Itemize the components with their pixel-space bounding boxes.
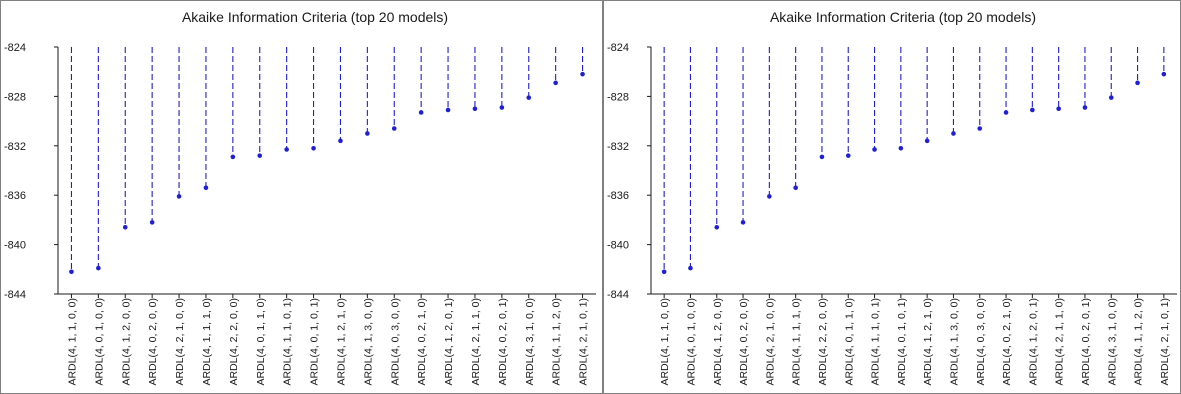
data-point xyxy=(445,107,451,113)
y-tick-label: -836 xyxy=(607,190,629,202)
x-tick-label: ARDL(4, 0, 3, 0, 0) xyxy=(975,298,987,386)
x-tick-label: ARDL(4, 3, 1, 0, 0) xyxy=(524,298,536,386)
x-tick-label: ARDL(4, 0, 2, 0, 0) xyxy=(738,298,750,386)
data-point xyxy=(499,105,505,110)
data-point xyxy=(122,225,128,230)
data-point xyxy=(284,147,289,152)
y-tick-label: -836 xyxy=(4,190,26,202)
data-point xyxy=(472,106,478,112)
y-tick-label: -824 xyxy=(4,42,26,54)
x-tick-label: ARDL(4, 2, 2, 0, 0) xyxy=(817,298,829,386)
x-tick-label: ARDL(4, 3, 1, 0, 0) xyxy=(1106,298,1118,386)
x-tick-label: ARDL(4, 1, 1, 0, 0) xyxy=(66,298,78,386)
x-tick-label: ARDL(4, 1, 1, 0, 1) xyxy=(870,298,882,386)
data-point xyxy=(1161,71,1167,77)
data-point xyxy=(1108,95,1114,100)
x-tick-label: ARDL(4, 2, 1, 0, 0) xyxy=(174,298,186,386)
data-point xyxy=(257,153,263,158)
data-point xyxy=(688,265,693,271)
y-tick-label: -844 xyxy=(607,289,629,301)
x-tick-label: ARDL(4, 2, 2, 0, 0) xyxy=(228,298,240,386)
data-point xyxy=(96,265,101,271)
x-tick-label: ARDL(4, 1, 2, 0, 0) xyxy=(120,298,132,386)
data-point xyxy=(365,131,370,136)
x-tick-label: ARDL(4, 2, 1, 1, 0) xyxy=(1054,298,1066,386)
data-point xyxy=(553,80,558,86)
y-tick-label: -840 xyxy=(607,240,629,252)
chart-panel-left: Akaike Information Criteria (top 20 mode… xyxy=(0,0,603,394)
data-point xyxy=(1135,80,1140,86)
x-tick-label: ARDL(4, 1, 3, 0, 0) xyxy=(948,298,960,386)
data-point xyxy=(1030,107,1035,113)
panel-frame xyxy=(0,0,603,394)
y-tick-label: -840 xyxy=(4,240,26,252)
x-tick-label: ARDL(4, 2, 1, 1, 0) xyxy=(470,298,482,386)
x-tick-label: ARDL(4, 0, 1, 0, 1) xyxy=(896,298,908,386)
data-point xyxy=(793,185,798,191)
data-point xyxy=(203,185,209,191)
data-point xyxy=(898,145,904,151)
data-point xyxy=(872,147,877,152)
x-tick-label: ARDL(4, 0, 2, 0, 0) xyxy=(147,298,159,386)
x-tick-label: ARDL(4, 1, 1, 1, 0) xyxy=(791,298,803,386)
x-tick-label: ARDL(4, 0, 1, 0, 1) xyxy=(309,298,321,386)
data-point xyxy=(1003,110,1009,115)
data-point xyxy=(230,154,236,160)
x-tick-label: ARDL(4, 1, 2, 1, 0) xyxy=(922,298,934,386)
data-point xyxy=(418,110,424,115)
x-tick-label: ARDL(4, 1, 2, 0, 0) xyxy=(712,298,724,386)
x-tick-label: ARDL(4, 2, 1, 0, 1) xyxy=(578,298,590,386)
x-tick-label: ARDL(4, 1, 2, 0, 1) xyxy=(443,298,455,386)
x-tick-label: ARDL(4, 1, 1, 2, 0) xyxy=(1133,298,1145,386)
y-tick-label: -824 xyxy=(607,42,629,54)
data-point xyxy=(845,153,851,158)
x-tick-label: ARDL(4, 0, 1, 1, 0) xyxy=(843,298,855,386)
y-tick-label: -832 xyxy=(4,141,26,153)
panel-frame xyxy=(603,0,1181,394)
data-point xyxy=(740,220,746,225)
x-tick-label: ARDL(4, 0, 1, 0, 0) xyxy=(685,298,697,386)
chart-panel-right: Akaike Information Criteria (top 20 mode… xyxy=(603,0,1181,394)
data-point xyxy=(767,194,772,199)
data-point xyxy=(819,154,825,160)
x-tick-label: ARDL(4, 1, 1, 0, 0) xyxy=(659,298,671,386)
y-tick-label: -832 xyxy=(607,141,629,153)
data-point xyxy=(580,71,585,77)
data-point xyxy=(526,95,532,100)
data-point xyxy=(714,225,720,230)
data-point xyxy=(176,194,182,199)
x-tick-label: ARDL(4, 0, 3, 0, 0) xyxy=(389,298,401,386)
y-tick-label: -844 xyxy=(4,289,26,301)
data-point xyxy=(1082,105,1088,110)
data-point xyxy=(338,138,343,144)
x-tick-label: ARDL(4, 1, 1, 2, 0) xyxy=(551,298,563,386)
x-tick-label: ARDL(4, 0, 2, 0, 1) xyxy=(1080,298,1092,386)
data-point xyxy=(661,269,667,275)
x-tick-label: ARDL(4, 2, 1, 0, 1) xyxy=(1159,298,1171,386)
x-tick-label: ARDL(4, 1, 2, 0, 1) xyxy=(1027,298,1039,386)
y-tick-label: -828 xyxy=(607,91,629,103)
x-tick-label: ARDL(4, 0, 2, 1, 0) xyxy=(1001,298,1013,386)
chart-title: Akaike Information Criteria (top 20 mode… xyxy=(770,9,1036,25)
data-point xyxy=(69,269,74,275)
data-point xyxy=(311,145,316,151)
data-point xyxy=(149,220,155,225)
x-tick-label: ARDL(4, 1, 1, 0, 1) xyxy=(282,298,294,386)
x-tick-label: ARDL(4, 0, 1, 1, 0) xyxy=(255,298,267,386)
data-point xyxy=(1056,106,1061,112)
chart-title: Akaike Information Criteria (top 20 mode… xyxy=(182,9,448,25)
data-point xyxy=(977,126,983,131)
x-tick-label: ARDL(4, 1, 2, 1, 0) xyxy=(335,298,347,386)
data-point xyxy=(951,131,956,136)
data-point xyxy=(391,126,397,131)
x-tick-label: ARDL(4, 0, 2, 1, 0) xyxy=(416,298,428,386)
x-tick-label: ARDL(4, 0, 2, 0, 1) xyxy=(497,298,509,386)
y-tick-label: -828 xyxy=(4,91,26,103)
x-tick-label: ARDL(4, 1, 3, 0, 0) xyxy=(362,298,374,386)
x-tick-label: ARDL(4, 2, 1, 0, 0) xyxy=(764,298,776,386)
x-tick-label: ARDL(4, 0, 1, 0, 0) xyxy=(93,298,105,386)
data-point xyxy=(924,138,930,144)
x-tick-label: ARDL(4, 1, 1, 1, 0) xyxy=(201,298,213,386)
